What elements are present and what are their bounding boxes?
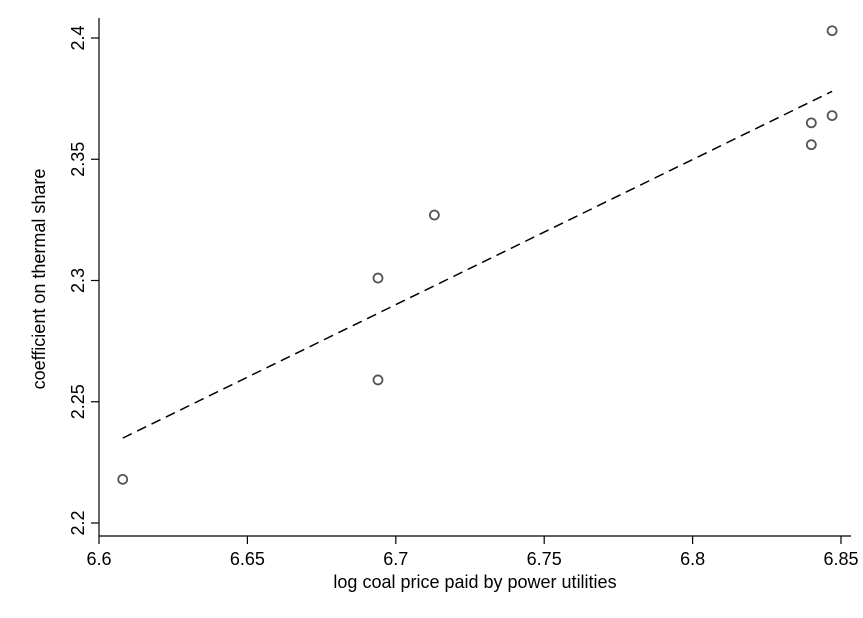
y-ticks: 2.2 2.25 2.3 2.35 2.4	[68, 25, 99, 536]
y-tick-label: 2.2	[68, 510, 88, 535]
x-tick-label: 6.6	[86, 549, 111, 569]
x-axis-title: log coal price paid by power utilities	[333, 572, 616, 592]
data-point	[805, 139, 817, 151]
series-layer	[117, 25, 838, 485]
y-tick-label: 2.3	[68, 268, 88, 293]
y-axis-title: coefficient on thermal share	[29, 169, 49, 390]
x-tick-label: 6.75	[527, 549, 562, 569]
y-tick-label: 2.4	[68, 25, 88, 50]
axes	[98, 18, 851, 537]
x-tick-label: 6.7	[383, 549, 408, 569]
x-tick-label: 6.85	[823, 549, 858, 569]
fitted-line	[122, 90, 833, 439]
x-tick-label: 6.65	[230, 549, 265, 569]
data-point	[805, 117, 817, 129]
x-ticks: 6.6 6.65 6.7 6.75 6.8 6.85	[86, 536, 859, 569]
x-tick-label: 6.8	[680, 549, 705, 569]
data-point	[117, 473, 129, 485]
data-point	[372, 374, 384, 386]
data-point	[826, 110, 838, 121]
data-point	[372, 272, 384, 284]
data-point	[826, 25, 838, 37]
y-tick-label: 2.25	[68, 384, 88, 419]
y-tick-label: 2.35	[68, 142, 88, 177]
data-point	[428, 209, 440, 221]
